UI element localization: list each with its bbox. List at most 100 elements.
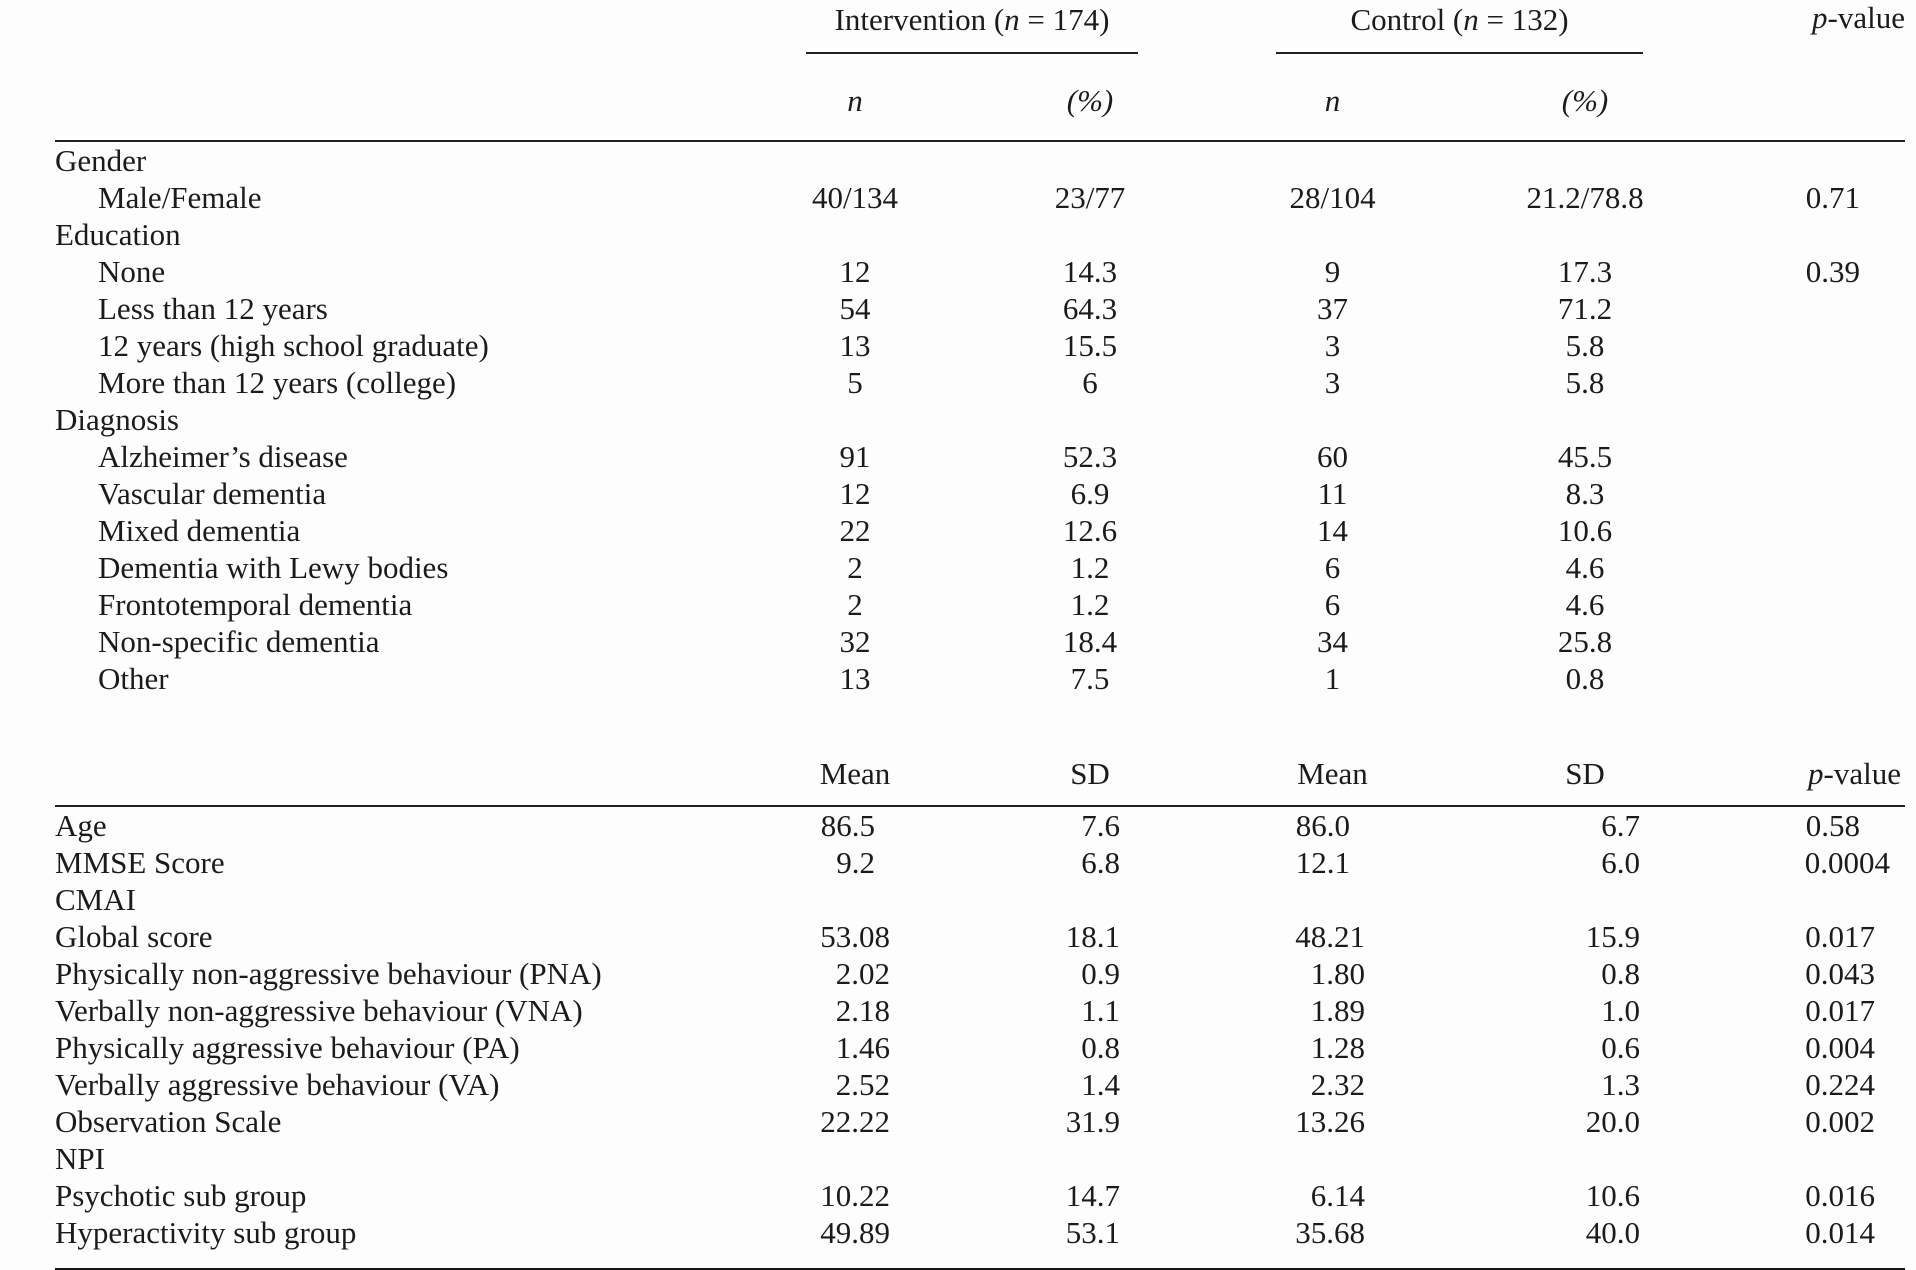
row-label: Observation Scale (55, 1103, 282, 1139)
control-sd: 0.8 (1601, 955, 1641, 991)
control-sd (1455, 1140, 1715, 1177)
control-mean: 35.68 (1295, 1214, 1366, 1250)
row-label: Other (98, 660, 169, 696)
row-label: Hyperactivity sub group (55, 1214, 357, 1250)
p-value (1715, 216, 1905, 253)
control-n: 60 (1317, 438, 1349, 474)
empty-cell (1715, 62, 1906, 142)
intervention-n: 12 (839, 253, 871, 289)
control-pct: 4.6 (1565, 549, 1605, 585)
table-row: Observation Scale 22.22 31.9 13.26 20.0 0.002 (55, 1103, 1905, 1140)
row-label: CMAI (55, 881, 136, 917)
row-label: NPI (55, 1140, 105, 1176)
intervention-sd: 53.1 (1065, 1214, 1121, 1250)
intervention-mean: 2.18 (835, 992, 890, 1028)
table-row: Other 13 7.5 1 0.8 (55, 660, 1905, 697)
control-n: 1 (1324, 660, 1341, 696)
p-value: 0.71 (1805, 179, 1861, 215)
table-row: Vascular dementia 12 6.9 11 8.3 (55, 475, 1905, 512)
intervention-sd: 7.6 (1081, 807, 1121, 843)
row-label: Psychotic sub group (55, 1177, 307, 1213)
control-mean-header: Mean (1210, 697, 1456, 807)
control-pct: 0.8 (1565, 660, 1605, 696)
p-value (1715, 475, 1905, 512)
baseline-characteristics-table: Intervention (n = 174) Control (n = 132)… (55, 0, 1906, 1270)
control-sd: 20.0 (1585, 1103, 1641, 1139)
control-n (1210, 216, 1455, 253)
intervention-n (740, 401, 970, 438)
control-mean: 1.28 (1310, 1029, 1366, 1065)
control-n: 9 (1324, 253, 1341, 289)
control-n-header: n (1210, 62, 1456, 142)
intervention-pct: 12.6 (1062, 512, 1118, 548)
intervention-n: 5 (847, 364, 863, 400)
intervention-pct: 1.2 (1070, 586, 1110, 622)
intervention-sd: 1.1 (1081, 992, 1121, 1028)
p-value (1715, 438, 1905, 475)
intervention-pct: 6 (1082, 364, 1098, 400)
row-label: Age (55, 807, 107, 843)
intervention-mean: 2.52 (835, 1066, 890, 1102)
p-value-header: p-value (1812, 0, 1906, 35)
intervention-mean: 86.5 (820, 807, 875, 843)
control-pct: 5.8 (1565, 364, 1605, 400)
control-n: 11 (1317, 475, 1348, 511)
control-mean: 13.26 (1295, 1103, 1366, 1139)
table-row: Verbally aggressive behaviour (VA) 2.52 1.… (55, 1066, 1905, 1103)
table-row: Psychotic sub group 10.22 14.7 6.14 10.6 0.01… (55, 1177, 1905, 1214)
intervention-mean: 1.46 (835, 1029, 890, 1065)
p-value: 0.017 (1805, 992, 1876, 1028)
intervention-sd: 1.4 (1081, 1066, 1121, 1102)
control-n: 6 (1324, 549, 1341, 585)
intervention-mean: 22.22 (820, 1103, 890, 1139)
control-pct: 45.5 (1557, 438, 1613, 474)
row-label: None (98, 253, 166, 289)
control-mean: 6.14 (1310, 1177, 1366, 1213)
control-group-header: Control (n = 132) (1276, 2, 1644, 54)
p-value (1715, 327, 1905, 364)
table-row: 12 years (high school graduate) 13 15.5 3 5.… (55, 327, 1905, 364)
p-value (1715, 512, 1905, 549)
intervention-sd: 18.1 (1065, 918, 1121, 954)
row-label: Male/Female (98, 179, 262, 215)
control-n: 3 (1324, 327, 1341, 363)
intervention-sd: 6.8 (1081, 844, 1121, 880)
control-pct: 71.2 (1557, 290, 1613, 326)
row-label: 12 years (high school graduate) (98, 327, 489, 363)
stub-cell (55, 697, 740, 807)
intervention-pct: 14.3 (1062, 253, 1118, 289)
control-pct: 10.6 (1557, 512, 1613, 548)
table-row: Global score 53.08 18.1 48.21 15.9 0.017 (55, 918, 1905, 955)
control-pct: 4.6 (1565, 586, 1605, 622)
control-mean (1210, 1140, 1455, 1177)
control-mean: 1.80 (1310, 955, 1366, 991)
intervention-mean: 2.02 (835, 955, 890, 991)
control-sd (1455, 881, 1715, 918)
intervention-mean (740, 1140, 970, 1177)
table-row: None 12 14.3 9 17.3 0.39 (55, 253, 1905, 290)
p-value: 0.0004 (1804, 844, 1891, 880)
intervention-n: 2 (847, 549, 863, 585)
stats-section: Age 86.5 7.6 86.0 6.7 0.58 MMSE Score 9.2 6.8 12.… (55, 806, 1905, 1251)
table-row: Gender (55, 141, 1905, 179)
p-value: 0.39 (1805, 253, 1861, 289)
control-sd: 6.0 (1601, 844, 1641, 880)
intervention-n: 12 (839, 475, 871, 511)
table-row: Frontotemporal dementia 2 1.2 6 4.6 (55, 586, 1905, 623)
control-n: 14 (1317, 512, 1349, 548)
intervention-sd (970, 881, 1210, 918)
intervention-pct: 6.9 (1070, 475, 1110, 511)
control-sd: 15.9 (1585, 918, 1641, 954)
row-label: Alzheimer’s disease (98, 438, 348, 474)
control-n: 6 (1324, 586, 1341, 622)
control-pct: 25.8 (1557, 623, 1613, 659)
bottom-rule (55, 1251, 1906, 1270)
row-label: Gender (55, 142, 147, 178)
control-sd: 0.6 (1601, 1029, 1641, 1065)
intervention-n: 32 (839, 623, 871, 659)
p-value: 0.224 (1805, 1066, 1876, 1102)
intervention-pct (970, 216, 1210, 253)
stub-cell (55, 62, 740, 142)
stats-subheader-row: Mean SD Mean SD p-value (55, 697, 1906, 807)
row-label: Verbally non-aggressive behaviour (VNA) (55, 992, 583, 1028)
